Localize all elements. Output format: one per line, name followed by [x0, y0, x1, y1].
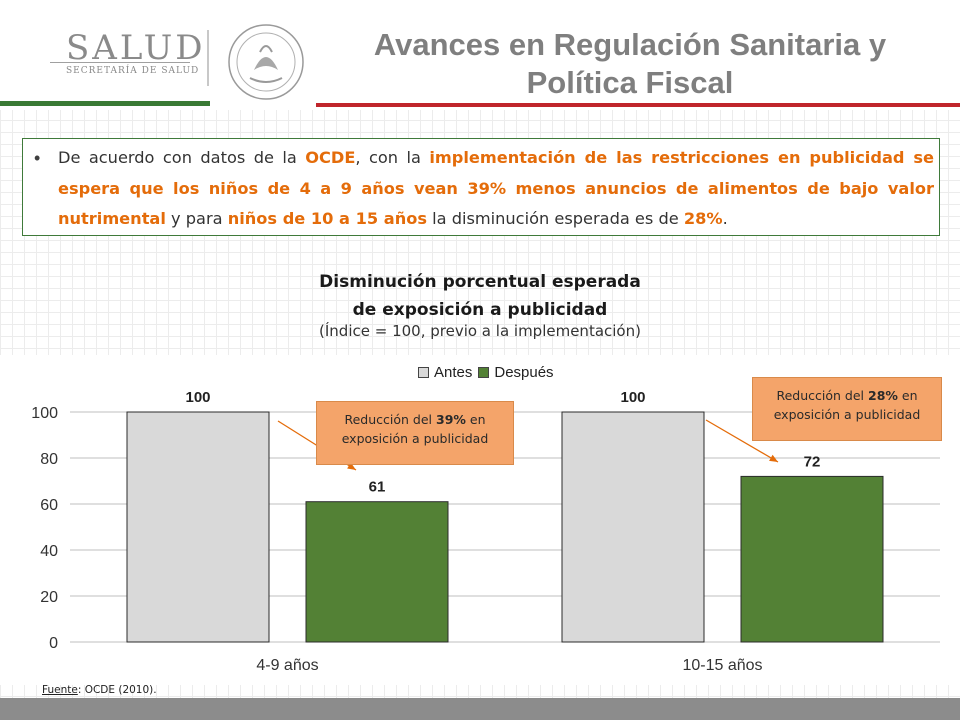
- callout-percent: 39%: [436, 412, 466, 427]
- legend-swatch-antes: [418, 367, 429, 378]
- header: SALUD SECRETARÍA DE SALUD Avances en Reg…: [0, 0, 960, 110]
- callout-arrowhead: [347, 462, 356, 470]
- info-paragraph: De acuerdo con datos de la OCDE, con la …: [58, 143, 934, 235]
- x-category-label: 10-15 años: [682, 657, 762, 674]
- legend-label-despues: Después: [494, 364, 554, 381]
- data-label: 61: [369, 479, 386, 496]
- page-title: Avances en Regulación Sanitaria y Políti…: [340, 26, 920, 102]
- bar-despues: [305, 501, 449, 643]
- y-tick-label: 80: [40, 451, 58, 468]
- data-label: 100: [620, 389, 645, 406]
- source-note: Fuente: OCDE (2010).: [42, 684, 157, 696]
- paragraph-text: , con la: [355, 148, 430, 167]
- chart-title: Disminución porcentual esperada de expos…: [180, 268, 780, 324]
- chart-title-line1: Disminución porcentual esperada: [319, 272, 641, 292]
- bar-despues: [740, 475, 884, 643]
- bar-antes: [561, 411, 705, 643]
- callout-arrow: [705, 419, 779, 463]
- paragraph-text: .: [722, 209, 728, 228]
- source-label: Fuente: [42, 684, 78, 696]
- paragraph-highlight: 28%: [683, 209, 723, 228]
- paragraph-text: y para: [165, 209, 228, 228]
- info-textbox: [22, 138, 940, 236]
- callout-arrowhead: [769, 454, 778, 462]
- data-label: 72: [804, 453, 821, 470]
- data-label: 100: [185, 389, 210, 406]
- logo-rule: [50, 62, 190, 63]
- footer-bar: [0, 698, 960, 720]
- paragraph-text: De acuerdo con datos de la: [58, 148, 306, 167]
- mexico-seal-icon: [228, 24, 304, 100]
- y-tick-label: 20: [40, 589, 58, 606]
- y-tick-label: 60: [40, 497, 58, 514]
- legend-label-antes: Antes: [434, 364, 473, 381]
- bar-antes: [126, 411, 270, 643]
- callout-text: en exposición a publicidad: [773, 388, 921, 422]
- bullet-marker: •: [34, 148, 41, 168]
- paragraph-highlight: implementación de las restricciones en p…: [58, 148, 934, 228]
- callout-text: en exposición a publicidad: [341, 412, 489, 446]
- green-band: [0, 101, 210, 106]
- callout-text: Reducción del: [776, 388, 868, 403]
- page-title-line2: Política Fiscal: [526, 65, 734, 100]
- salud-logo-subtext: SECRETARÍA DE SALUD: [66, 66, 200, 76]
- chart-legend: Antes Después: [418, 364, 554, 381]
- callout-39: Reducción del 39% en exposición a public…: [316, 401, 514, 465]
- x-category-label: 4-9 años: [256, 657, 318, 674]
- callout-text: Reducción del: [344, 412, 436, 427]
- callout-percent: 28%: [868, 388, 898, 403]
- page-title-line1: Avances en Regulación Sanitaria y: [373, 27, 887, 62]
- paragraph-text: la disminución esperada es de: [426, 209, 684, 228]
- chart-subtitle: (Índice = 100, previo a la implementació…: [319, 322, 641, 340]
- salud-logo-text: SALUD: [66, 28, 206, 68]
- y-tick-label: 40: [40, 543, 58, 560]
- y-tick-label: 0: [49, 635, 58, 652]
- paragraph-highlight: niños de 10 a 15 años: [227, 209, 427, 228]
- red-band: [316, 103, 960, 107]
- callout-28: Reducción del 28% en exposición a public…: [752, 377, 942, 441]
- logo-separator: [207, 30, 209, 86]
- paragraph-highlight: OCDE: [305, 148, 356, 167]
- chart-title-line2: de exposición a publicidad: [352, 300, 608, 320]
- y-tick-label: 100: [31, 405, 58, 422]
- source-text: : OCDE (2010).: [77, 684, 157, 696]
- legend-swatch-despues: [478, 367, 490, 378]
